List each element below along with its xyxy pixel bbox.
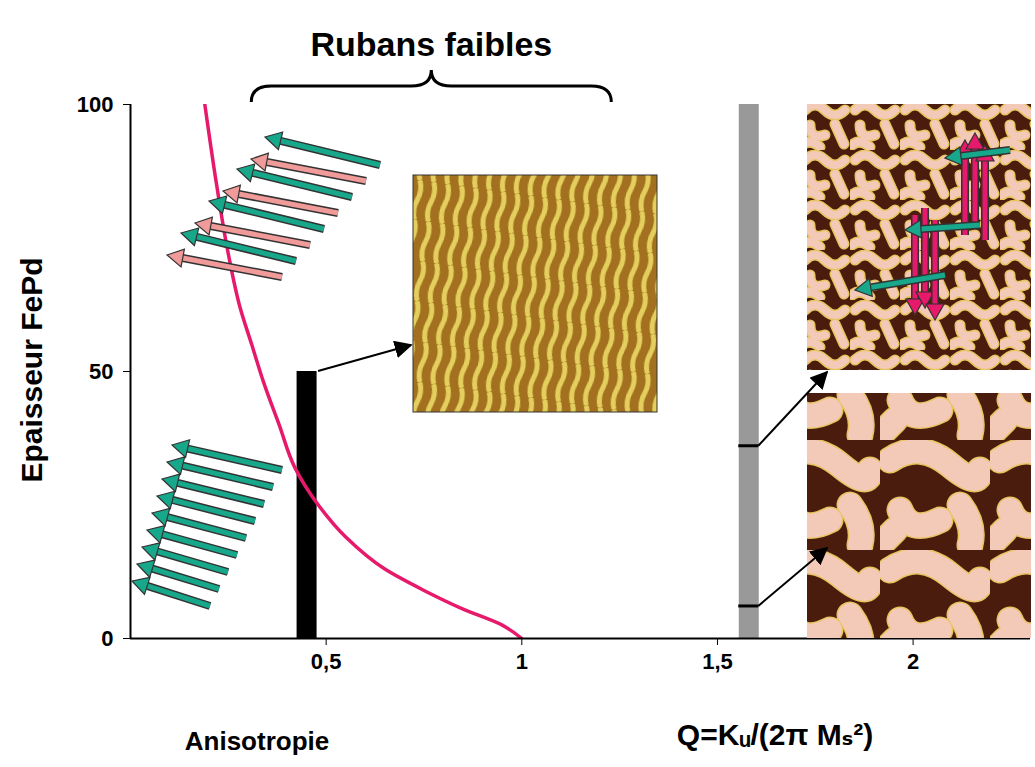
svg-text:Q=Kᵤ/(2π Mₛ²): Q=Kᵤ/(2π Mₛ²) [677, 718, 873, 751]
svg-text:0,5: 0,5 [311, 649, 342, 674]
svg-text:2: 2 [907, 649, 919, 674]
svg-text:Epaisseur FePd: Epaisseur FePd [15, 257, 48, 482]
svg-text:1,5: 1,5 [702, 649, 733, 674]
svg-text:0: 0 [101, 626, 113, 651]
svg-text:Rubans faibles: Rubans faibles [310, 25, 552, 63]
svg-text:1: 1 [516, 649, 528, 674]
svg-text:100: 100 [77, 92, 114, 117]
svg-text:50: 50 [89, 359, 113, 384]
svg-text:Anisotropie: Anisotropie [185, 726, 329, 756]
